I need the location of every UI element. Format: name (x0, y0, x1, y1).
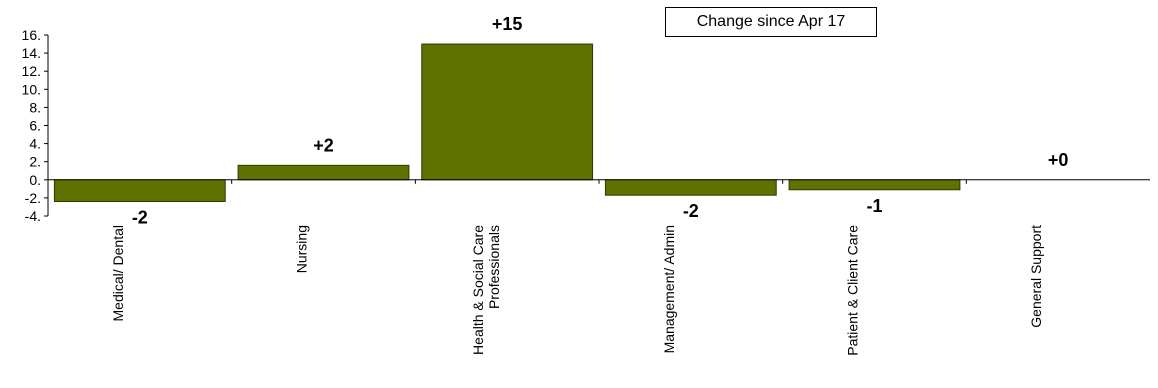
y-tick-label: 16. (22, 27, 41, 43)
y-tick-label: 4. (29, 136, 41, 152)
data-label: +0 (1048, 150, 1069, 170)
bars-group (53, 43, 961, 203)
category-label: Nursing (294, 225, 310, 273)
data-labels-group: -2 +2 +15 -2 -1 +0 (132, 14, 1069, 227)
data-label: +2 (313, 135, 334, 155)
data-label: -2 (683, 201, 699, 221)
y-tick-label: 0. (29, 172, 41, 188)
x-axis (48, 179, 1150, 184)
y-tick-label: 14. (22, 45, 41, 61)
legend-label: Change since Apr 17 (696, 13, 846, 30)
category-label: Management/ Admin (661, 225, 677, 353)
data-label: -2 (132, 208, 148, 228)
y-tick-label: 8. (29, 99, 41, 115)
bar (788, 179, 961, 191)
y-tick-label: 12. (22, 63, 41, 79)
bar (53, 179, 226, 203)
category-label: Medical/ Dental (110, 225, 126, 322)
y-tick-label: -2. (25, 190, 41, 206)
y-tick-label: -4. (25, 208, 41, 224)
bar (604, 179, 777, 196)
data-label: +15 (492, 14, 523, 34)
category-labels-group: Medical/ Dental Nursing Health & Social Ca… (110, 225, 1044, 356)
y-tick-label: 2. (29, 154, 41, 170)
data-label: -1 (866, 196, 882, 216)
y-tick-label: 6. (29, 118, 41, 134)
legend: Change since Apr 17 (665, 7, 877, 37)
category-label: Patient & Client Care (845, 225, 861, 356)
y-axis: -4. -2. 0. 2. 4. 6. 8. 10. 12. 14. 16. (22, 27, 49, 224)
category-label: General Support (1028, 225, 1044, 328)
bar (237, 164, 410, 181)
y-tick-label: 10. (22, 81, 41, 97)
category-label: Health & Social CareProfessionals (470, 225, 502, 355)
bar (421, 43, 594, 181)
